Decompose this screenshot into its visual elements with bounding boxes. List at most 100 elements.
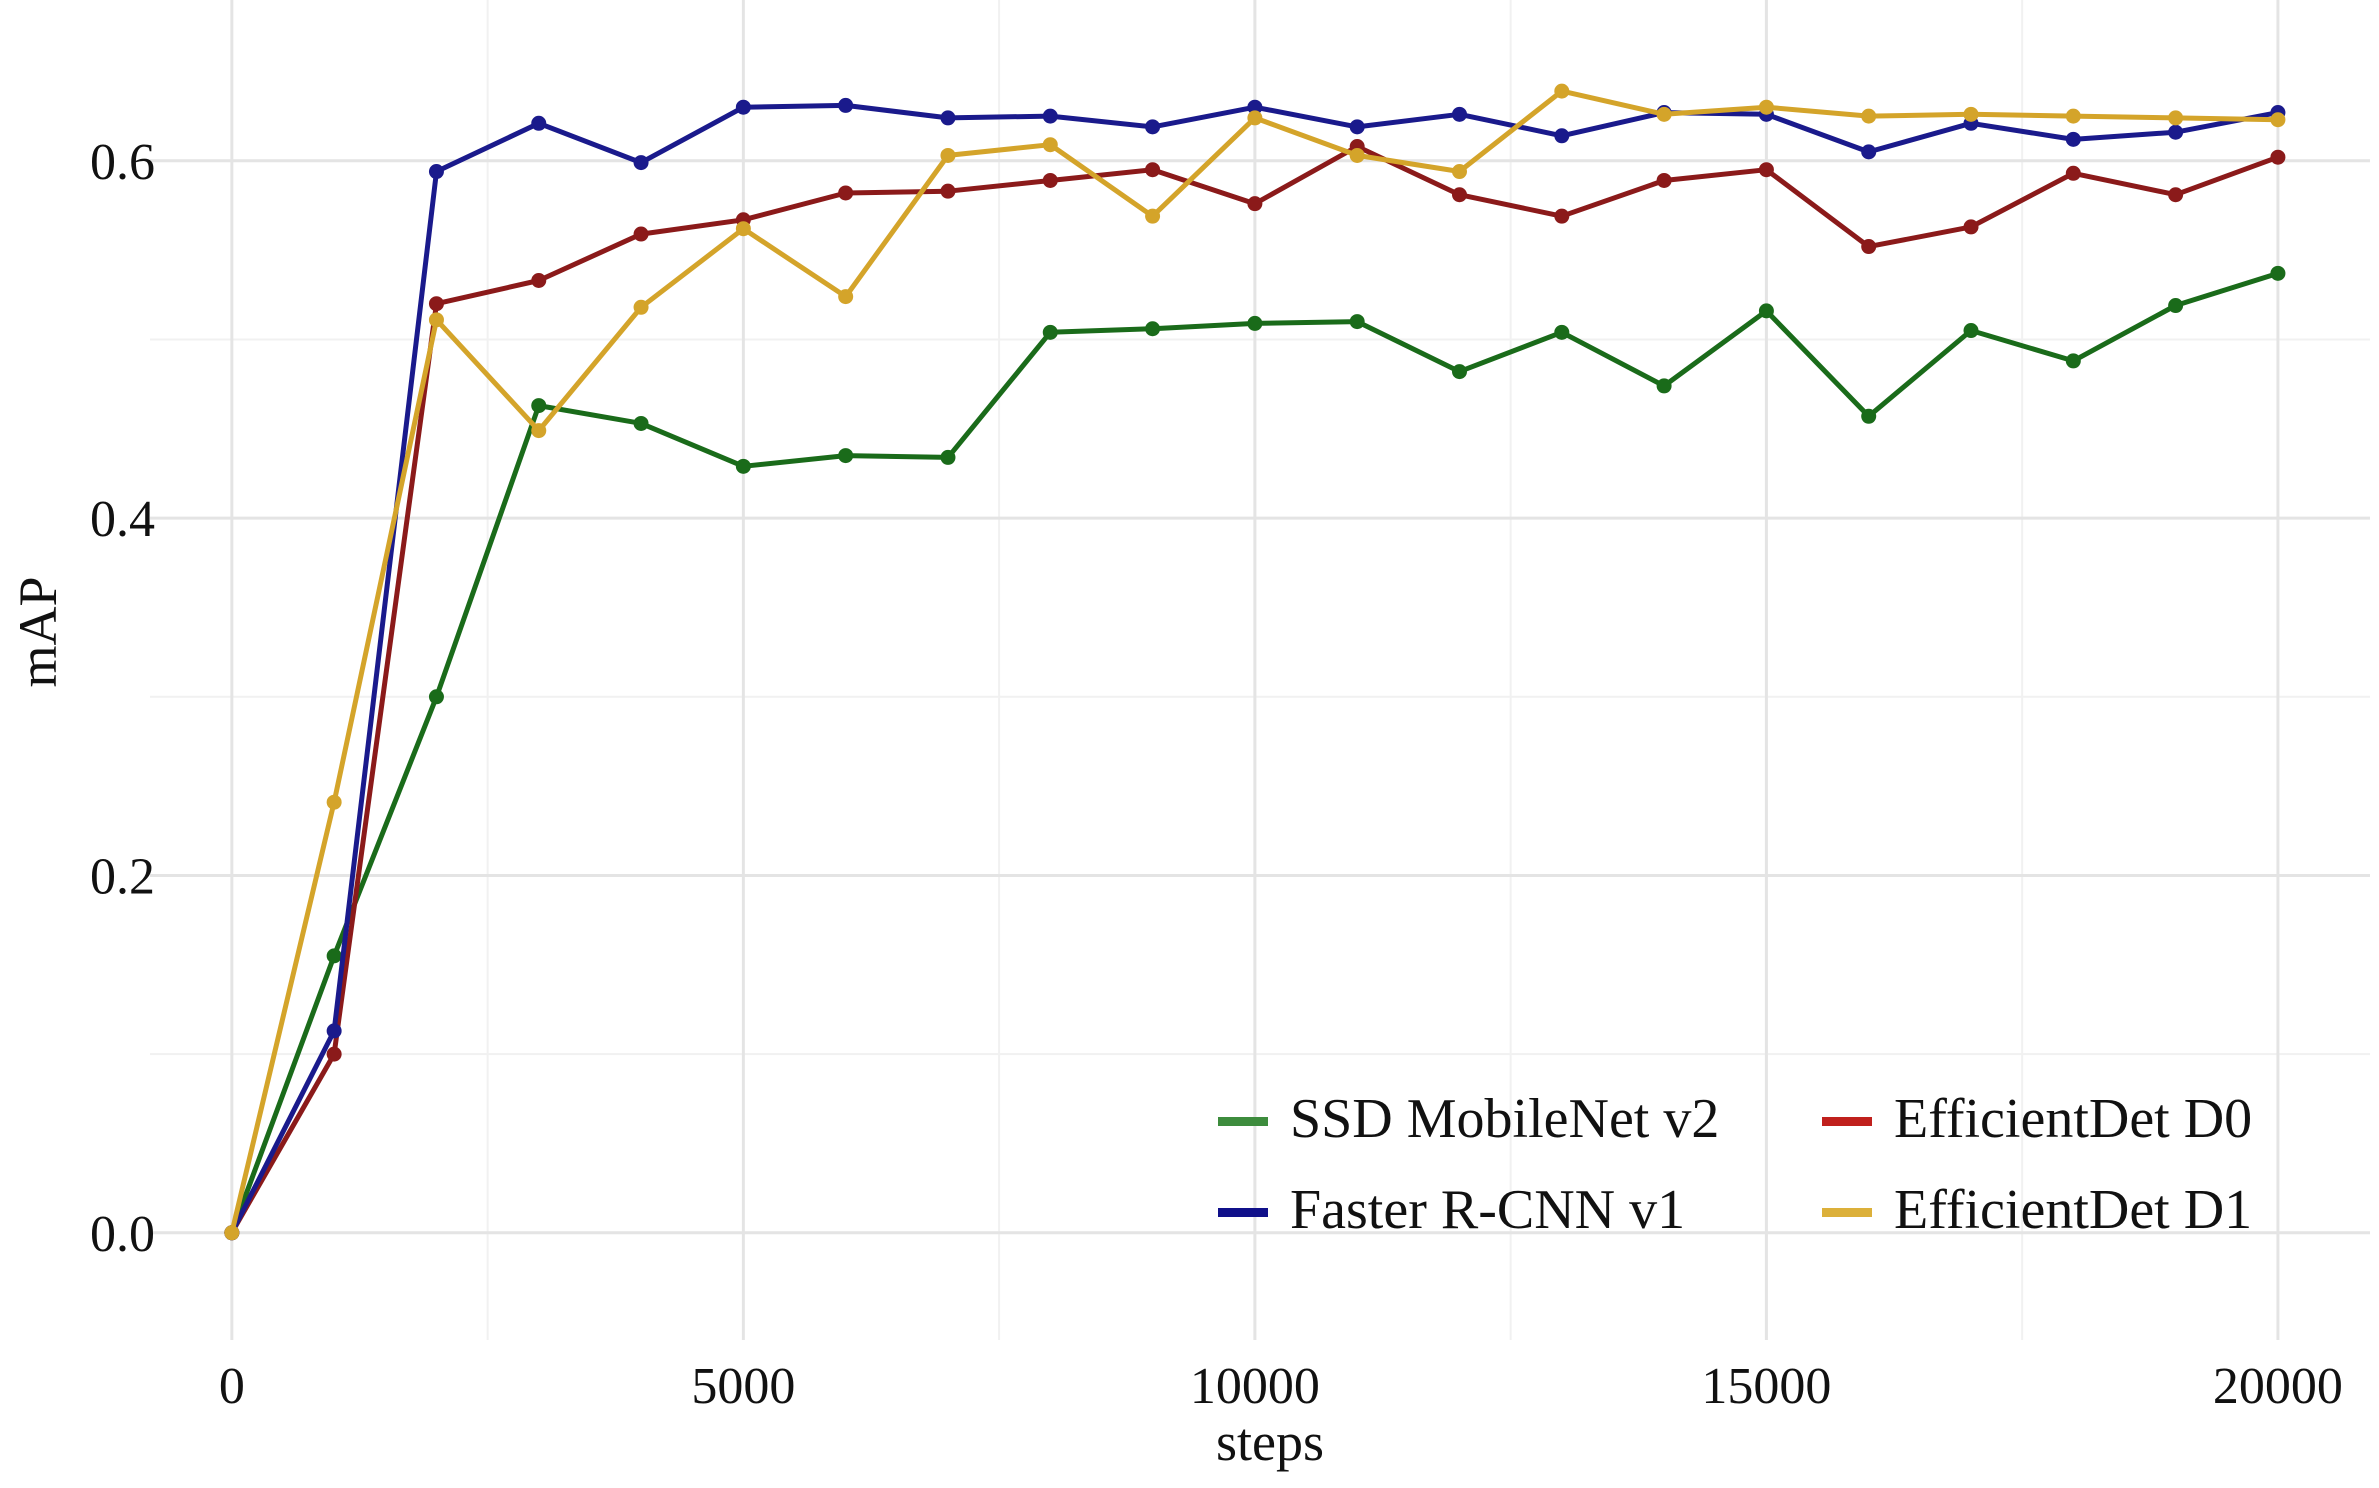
data-point <box>1554 208 1570 224</box>
data-point <box>2065 108 2081 124</box>
data-point <box>1042 137 1058 153</box>
x-axis-title: steps <box>1216 1412 1324 1472</box>
data-point <box>1861 108 1877 124</box>
data-point <box>1861 239 1877 255</box>
data-point <box>940 147 956 163</box>
data-point <box>2168 110 2184 126</box>
data-point <box>1145 119 1161 135</box>
data-point <box>2168 187 2184 203</box>
legend-key <box>1218 1117 1268 1126</box>
data-point <box>531 273 547 289</box>
data-point <box>1247 99 1263 115</box>
data-point <box>1349 147 1365 163</box>
legend-key <box>1822 1208 1872 1217</box>
x-tick-label: 10000 <box>1190 1358 1320 1415</box>
data-point <box>838 289 854 305</box>
data-point <box>1349 314 1365 330</box>
data-point <box>1963 323 1979 339</box>
legend-label: SSD MobileNet v2 <box>1290 1088 1719 1150</box>
data-point <box>838 97 854 113</box>
data-point <box>735 99 751 115</box>
data-point <box>1758 303 1774 319</box>
data-point <box>428 689 444 705</box>
data-point <box>428 296 444 312</box>
y-tick-label: 0.2 <box>90 848 155 905</box>
data-point <box>2168 298 2184 314</box>
tick-labels: 0.0 0.2 0.4 0.6 0 5000 10000 15000 20000 <box>90 134 2343 1415</box>
x-tick-label: 5000 <box>691 1358 795 1415</box>
data-point <box>428 312 444 328</box>
data-point <box>1247 110 1263 126</box>
x-tick-label: 0 <box>219 1358 245 1415</box>
y-tick-label: 0.0 <box>90 1206 155 1263</box>
data-point <box>1042 108 1058 124</box>
x-tick-label: 15000 <box>1701 1358 1831 1415</box>
data-point <box>1451 164 1467 180</box>
data-point <box>1963 219 1979 235</box>
y-axis-title: mAP <box>8 576 68 687</box>
data-point <box>1145 162 1161 178</box>
data-point <box>326 794 342 810</box>
data-point <box>633 299 649 315</box>
data-point <box>1554 128 1570 144</box>
data-point <box>735 221 751 237</box>
data-point <box>1451 364 1467 380</box>
legend-label: EfficientDet D1 <box>1894 1179 2252 1241</box>
data-point <box>1758 162 1774 178</box>
data-point <box>428 164 444 180</box>
data-point <box>1145 321 1161 337</box>
legend-label: Faster R-CNN v1 <box>1290 1179 1685 1241</box>
legend: SSD MobileNet v2 EfficientDet D0 Faster R-… <box>1218 1088 2252 1241</box>
data-point <box>531 115 547 131</box>
data-point <box>1042 172 1058 188</box>
data-point <box>1451 106 1467 122</box>
data-point <box>2065 131 2081 147</box>
legend-label: EfficientDet D0 <box>1894 1088 2252 1150</box>
data-point <box>2270 265 2286 281</box>
data-point <box>1758 99 1774 115</box>
grid <box>150 0 2370 1340</box>
data-point <box>1349 119 1365 135</box>
legend-key <box>1822 1117 1872 1126</box>
data-point <box>633 226 649 242</box>
data-point <box>1554 324 1570 340</box>
data-point <box>1247 196 1263 212</box>
data-point <box>1656 106 1672 122</box>
data-point <box>1861 408 1877 424</box>
data-point <box>1656 378 1672 394</box>
x-tick-label: 20000 <box>2213 1358 2343 1415</box>
data-point <box>2270 149 2286 165</box>
data-point <box>326 1023 342 1039</box>
data-point <box>2270 112 2286 128</box>
data-point <box>1042 324 1058 340</box>
data-point <box>1656 172 1672 188</box>
data-point <box>1145 208 1161 224</box>
data-point <box>940 110 956 126</box>
data-point <box>326 948 342 964</box>
y-tick-label: 0.4 <box>90 491 155 548</box>
data-point <box>1451 187 1467 203</box>
data-point <box>1247 315 1263 331</box>
legend-key <box>1218 1208 1268 1217</box>
data-point <box>224 1225 240 1241</box>
data-point <box>2065 353 2081 369</box>
data-point <box>531 423 547 439</box>
data-point <box>735 458 751 474</box>
data-point <box>2065 165 2081 181</box>
data-point <box>531 398 547 414</box>
series-lines <box>224 83 2286 1241</box>
data-point <box>838 448 854 464</box>
data-point <box>326 1046 342 1062</box>
data-point <box>838 185 854 201</box>
data-point <box>2168 124 2184 140</box>
data-point <box>633 415 649 431</box>
y-tick-label: 0.6 <box>90 134 155 191</box>
data-point <box>633 155 649 171</box>
data-point <box>940 449 956 465</box>
data-point <box>1861 144 1877 160</box>
data-point <box>1554 83 1570 99</box>
data-point <box>1963 106 1979 122</box>
data-point <box>940 183 956 199</box>
